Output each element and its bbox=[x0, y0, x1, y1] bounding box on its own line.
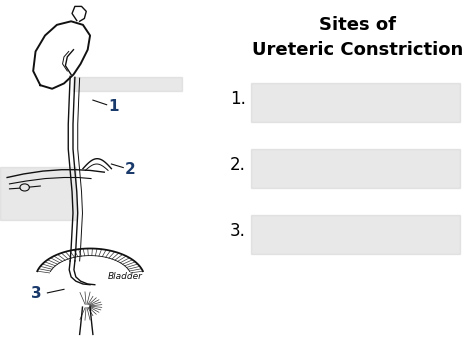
FancyBboxPatch shape bbox=[0, 167, 76, 220]
Text: 3.: 3. bbox=[230, 222, 246, 240]
Text: 3: 3 bbox=[31, 286, 41, 301]
Text: 2: 2 bbox=[125, 162, 136, 177]
FancyBboxPatch shape bbox=[251, 83, 460, 122]
FancyBboxPatch shape bbox=[251, 215, 460, 254]
Text: 1: 1 bbox=[108, 99, 118, 114]
Text: Sites of: Sites of bbox=[319, 16, 396, 34]
Text: Bladder: Bladder bbox=[108, 272, 143, 282]
Text: 1.: 1. bbox=[230, 91, 246, 108]
FancyBboxPatch shape bbox=[73, 77, 182, 91]
FancyBboxPatch shape bbox=[251, 149, 460, 188]
Text: 2.: 2. bbox=[230, 156, 246, 174]
Text: Ureteric Constriction: Ureteric Constriction bbox=[252, 41, 464, 59]
